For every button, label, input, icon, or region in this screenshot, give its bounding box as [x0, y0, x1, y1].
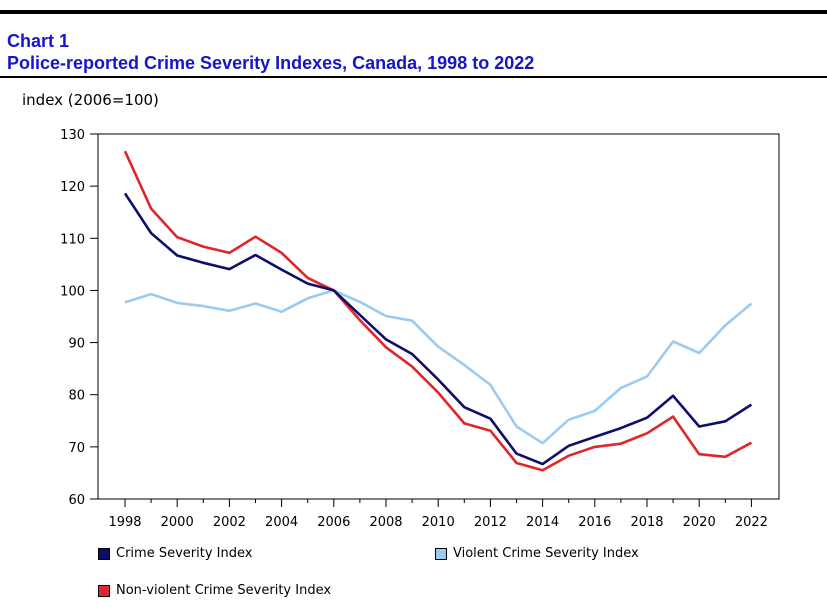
y-tick-label: 130	[60, 128, 85, 143]
x-tick-label: 2000	[161, 515, 194, 530]
x-tick-label: 2004	[265, 515, 298, 530]
title-rule	[0, 76, 827, 78]
top-rule	[0, 10, 827, 14]
non-violent-crime-severity-index-line	[123, 150, 753, 472]
violent-crime-severity-index-line	[124, 289, 753, 445]
legend-item-crime-severity: Crime Severity Index	[98, 546, 252, 561]
x-tick-label: 2016	[578, 515, 611, 530]
legend-swatch-crime-severity	[98, 547, 110, 560]
y-axis-label: index (2006=100)	[22, 91, 159, 109]
chart-number-label: Chart 1	[7, 31, 70, 51]
x-tick-label: 2018	[630, 515, 663, 530]
series-lines	[123, 150, 753, 472]
x-axis: 1998 2000 2002 2004 2006 2008 2010 2012 2014 2016…	[108, 499, 768, 530]
legend-swatch-violent	[435, 547, 447, 560]
y-tick-label: 110	[60, 232, 85, 247]
x-tick-label: 2006	[317, 515, 350, 530]
chart-title: Police-reported Crime Severity Indexes, …	[7, 53, 535, 73]
x-tick-label: 1998	[108, 515, 141, 530]
legend-label-violent: Violent Crime Severity Index	[453, 546, 639, 561]
x-tick-label: 2012	[474, 515, 507, 530]
y-tick-label: 120	[60, 180, 85, 195]
legend-item-violent: Violent Crime Severity Index	[435, 546, 639, 561]
y-axis: 60 70 80 90 100 110 120 130	[60, 128, 98, 508]
legend-label-crime-severity: Crime Severity Index	[116, 546, 253, 561]
y-tick-label: 60	[68, 493, 85, 508]
plot-area-frame	[97, 133, 780, 500]
y-tick-label: 70	[68, 441, 85, 456]
x-tick-label: 2014	[526, 515, 559, 530]
legend-swatch-non-violent	[98, 584, 110, 597]
x-tick-label: 2010	[422, 515, 455, 530]
y-tick-label: 100	[60, 284, 85, 299]
x-tick-label: 2020	[683, 515, 716, 530]
crime-severity-index-line	[123, 192, 753, 466]
x-tick-label: 2002	[213, 515, 246, 530]
legend-label-non-violent: Non-violent Crime Severity Index	[116, 583, 332, 598]
legend-item-non-violent: Non-violent Crime Severity Index	[98, 583, 331, 598]
y-tick-label: 80	[68, 389, 85, 404]
y-tick-label: 90	[68, 337, 85, 352]
x-tick-label: 2022	[735, 515, 768, 530]
x-tick-label: 2008	[369, 515, 402, 530]
